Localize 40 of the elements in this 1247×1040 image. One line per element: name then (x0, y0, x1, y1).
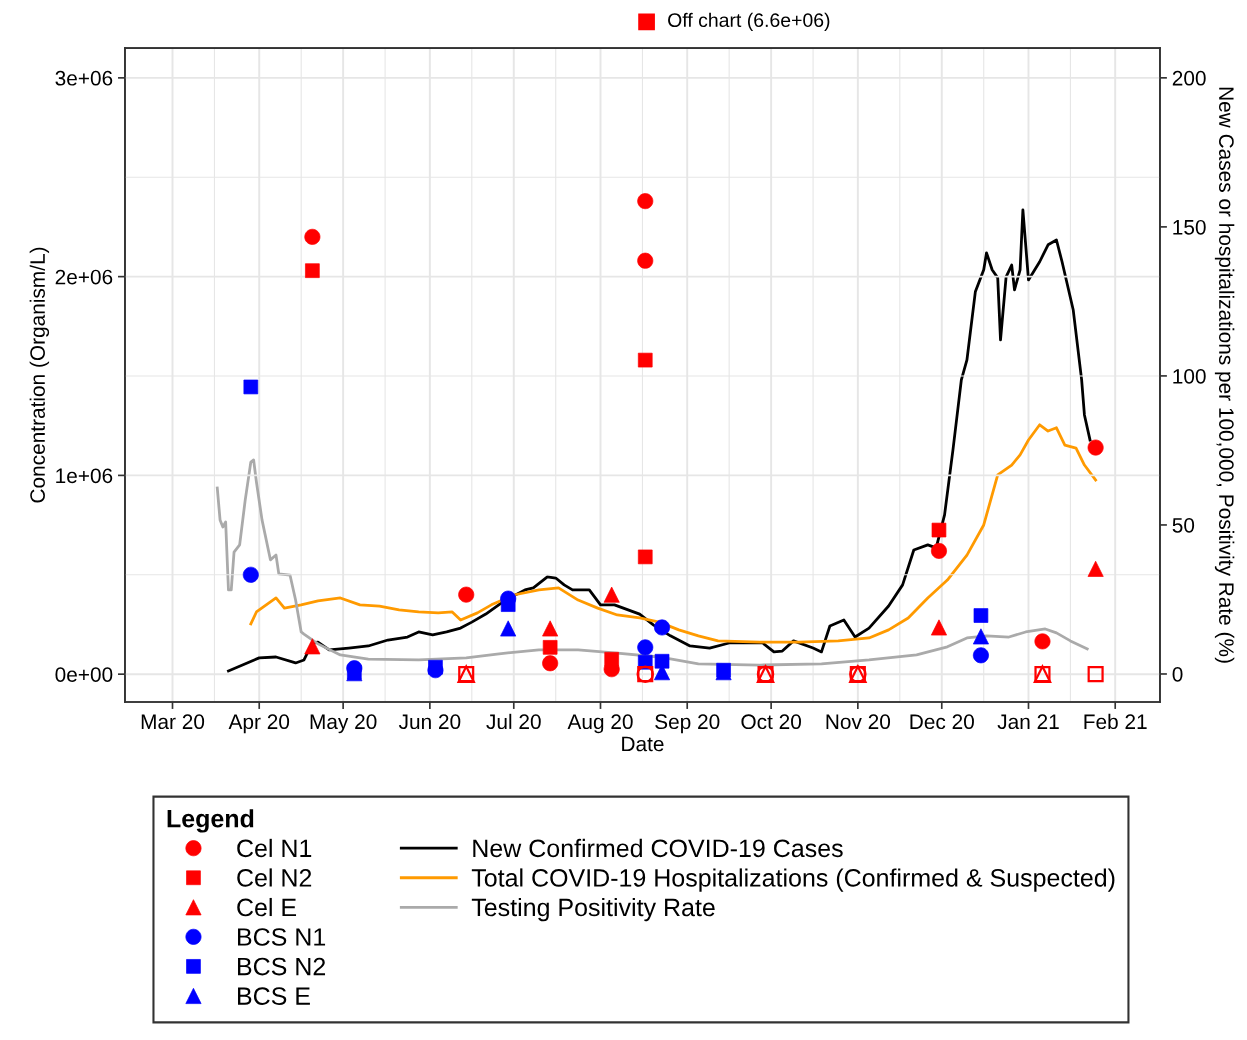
x-tick-label: Jul 20 (486, 713, 541, 730)
legend-label: Cel N1 (237, 838, 312, 858)
x-tick-label: Dec 20 (910, 714, 974, 730)
x-tick-label: Oct 20 (741, 714, 801, 730)
point (1087, 666, 1104, 683)
line-series (249, 423, 1098, 644)
y2-tick-label: 50 (1172, 517, 1195, 533)
legend-label: Testing Positivity Rate (471, 897, 715, 922)
y2-axis-title: New Cases or hospitalizations per 100,000, Positivity Rate (%) (1214, 87, 1235, 663)
y2-tick-label: 200 (1172, 70, 1206, 86)
x-tick-label: Jan 21 (997, 714, 1059, 730)
x-tick-label: Mar 20 (141, 714, 205, 730)
x-tick-label: Apr 20 (228, 714, 290, 734)
legend-label: Cel E (237, 897, 297, 917)
legend-label: BCS N1 (238, 928, 326, 946)
legend-label: Total COVID-19 Hospitalizations (Confirmed & Suspected) (471, 868, 1115, 892)
x-tick-label: Feb 21 (1084, 713, 1147, 730)
x-axis-title: Date (622, 736, 664, 752)
y-tick-label: 1e+06 (56, 468, 113, 484)
legend-label: Cel N2 (237, 868, 312, 887)
legend-label: BCS E (238, 987, 310, 1005)
legend-title: Legend (167, 809, 254, 833)
x-tick-label: May 20 (310, 714, 377, 734)
legend-label: New Confirmed COVID-19 Cases (473, 838, 843, 858)
y2-tick-label: 150 (1173, 219, 1206, 235)
text: Off chart (6.6e+06) (668, 12, 830, 31)
x-tick-label: Nov 20 (826, 714, 891, 730)
x-tick-label: Jun 20 (398, 714, 461, 730)
point (931, 522, 947, 538)
x-tick-label: Sep 20 (655, 714, 720, 734)
y2-tick-label: 0 (1172, 666, 1183, 682)
y-tick-label: 0e+00 (55, 667, 113, 682)
y-tick-label: 2e+06 (55, 269, 113, 285)
point (637, 352, 653, 368)
y2-tick-label: 100 (1173, 368, 1206, 384)
legend-label: BCS N2 (238, 957, 326, 976)
y-axis-title: Concentration (Organism/L) (29, 247, 50, 503)
y-tick-label: 3e+06 (55, 70, 113, 86)
x-tick-label: Aug 20 (567, 714, 633, 734)
point (637, 549, 653, 565)
